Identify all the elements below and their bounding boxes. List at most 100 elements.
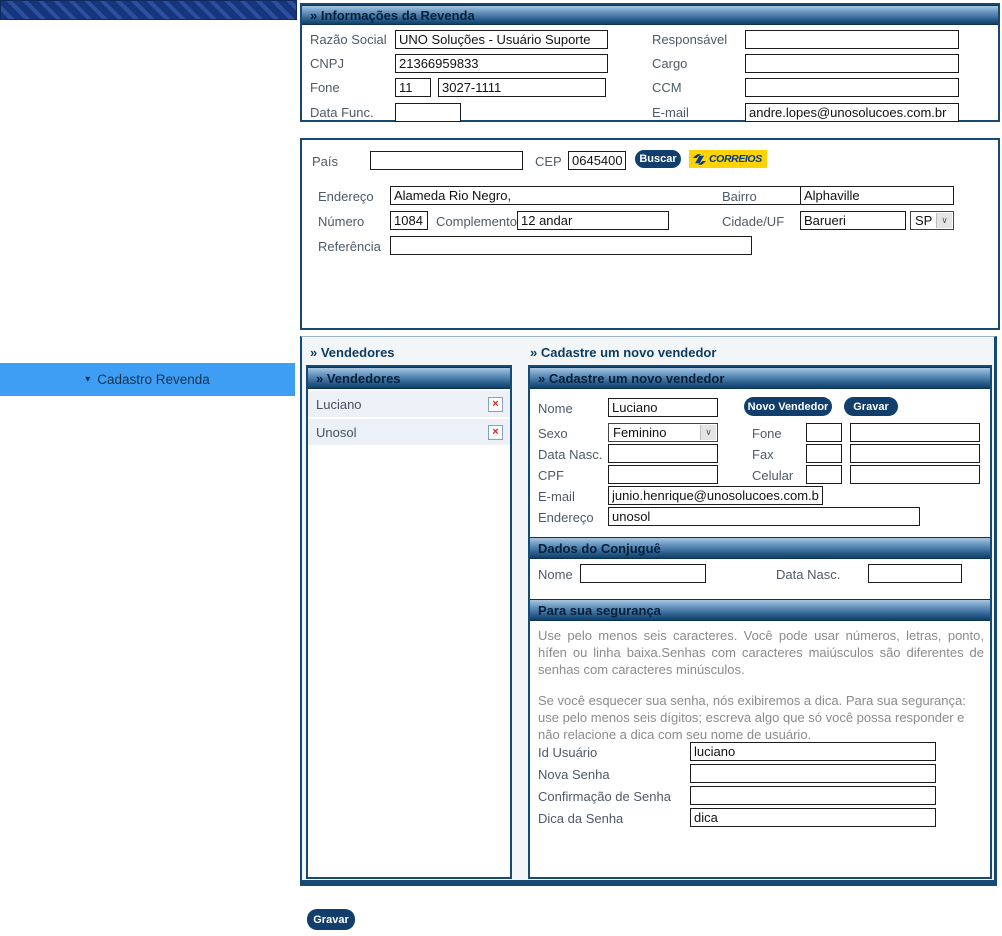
gravar-button[interactable]: Gravar: [307, 909, 355, 930]
conjuge-header: Dados do Conjuguê: [530, 537, 990, 559]
data-func-label: Data Func.: [310, 105, 374, 120]
delete-vendedor-icon[interactable]: ×: [488, 424, 503, 440]
sexo-label: Sexo: [538, 426, 568, 441]
endereco-input[interactable]: [390, 186, 814, 205]
cnpj-label: CNPJ: [310, 56, 344, 71]
data-nasc-input[interactable]: [608, 444, 718, 463]
id-usuario-input[interactable]: [690, 742, 936, 761]
dica-senha-input[interactable]: [690, 808, 936, 827]
fone-vendedor-numero-input[interactable]: [850, 423, 980, 442]
uf-select-value: SP: [915, 213, 933, 228]
fone-ddd-input[interactable]: [395, 78, 431, 97]
conjuge-nome-input[interactable]: [580, 564, 706, 583]
fone-numero-input[interactable]: [438, 78, 606, 97]
bairro-input[interactable]: [800, 186, 954, 205]
conjuge-title: Dados do Conjuguê: [538, 541, 661, 556]
pais-input[interactable]: [370, 151, 523, 170]
panel-title: » Informações da Revenda: [310, 8, 475, 23]
fone-vendedor-label: Fone: [752, 426, 782, 441]
referencia-label: Referência: [318, 239, 381, 254]
gravar-vendedor-button[interactable]: Gravar: [844, 397, 898, 416]
id-usuario-label: Id Usuário: [538, 745, 598, 760]
vendedores-list: Luciano × Unosol ×: [308, 391, 510, 447]
correios-logo-text: CORREIOS: [709, 153, 762, 165]
razao-social-label: Razão Social: [310, 32, 387, 47]
data-nasc-label: Data Nasc.: [538, 447, 603, 462]
numero-input[interactable]: [390, 211, 428, 230]
ccm-input[interactable]: [745, 78, 959, 97]
cpf-label: CPF: [538, 468, 564, 483]
razao-social-input[interactable]: [395, 30, 608, 49]
email-vendedor-input[interactable]: [608, 486, 823, 505]
correios-emblem-icon: [692, 153, 707, 165]
cadastro-panel-header: » Cadastre um novo vendedor: [530, 367, 990, 389]
nova-senha-input[interactable]: [690, 764, 936, 783]
celular-ddd-input[interactable]: [806, 465, 842, 484]
correios-logo: CORREIOS: [689, 150, 767, 168]
sexo-select-value: Feminino: [613, 425, 667, 440]
pais-label: País: [312, 154, 339, 169]
uf-select[interactable]: SP ∨: [910, 211, 954, 230]
numero-label: Número: [318, 214, 365, 229]
panel-cadastro-vendedor: » Cadastre um novo vendedor Nome Novo Ve…: [528, 365, 992, 879]
email-input[interactable]: [745, 103, 959, 122]
cep-input[interactable]: [568, 151, 626, 170]
panel-informacoes-header: » Informações da Revenda: [302, 5, 998, 25]
chevron-down-icon: ∨: [936, 213, 952, 228]
delete-vendedor-icon[interactable]: ×: [488, 396, 503, 412]
sexo-select[interactable]: Feminino ∨: [608, 423, 718, 442]
sidebar-item-cadastro-revenda[interactable]: ▾ Cadastro Revenda: [0, 363, 295, 396]
cidade-uf-label: Cidade/UF: [722, 214, 785, 229]
celular-numero-input[interactable]: [850, 465, 980, 484]
novo-vendedor-button[interactable]: Novo Vendedor: [744, 397, 832, 416]
complemento-label: Complemento: [436, 214, 517, 229]
fax-label: Fax: [752, 447, 774, 462]
responsavel-input[interactable]: [745, 30, 959, 49]
fax-ddd-input[interactable]: [806, 444, 842, 463]
data-func-input[interactable]: [395, 103, 461, 122]
referencia-input[interactable]: [390, 236, 752, 255]
panel-informacoes-revenda: » Informações da Revenda Razão Social CN…: [300, 3, 1000, 122]
cpf-input[interactable]: [608, 465, 718, 484]
cidade-input[interactable]: [800, 211, 906, 230]
vendedores-section-title: » Vendedores: [310, 345, 395, 360]
email-vendedor-label: E-mail: [538, 489, 575, 504]
list-item-vendedor[interactable]: Luciano ×: [308, 391, 510, 417]
vendedor-name: Luciano: [316, 396, 362, 412]
confirmacao-senha-input[interactable]: [690, 786, 936, 805]
seguranca-header: Para sua segurança: [530, 599, 990, 621]
celular-label: Celular: [752, 468, 794, 483]
complemento-input[interactable]: [517, 211, 669, 230]
nome-input[interactable]: [608, 398, 718, 417]
endereco-vendedor-label: Endereço: [538, 510, 594, 525]
cargo-label: Cargo: [652, 56, 688, 71]
panel-endereco: País CEP Buscar CORREIOS Endereço Bairro…: [300, 138, 1000, 330]
conjuge-data-nasc-input[interactable]: [868, 564, 962, 583]
list-item-vendedor[interactable]: Unosol ×: [308, 419, 510, 445]
fone-label: Fone: [310, 80, 340, 95]
seguranca-paragraph-1: Use pelo menos seis caracteres. Você pod…: [538, 628, 984, 677]
cargo-input[interactable]: [745, 54, 959, 73]
section-vendedores-container: » Vendedores » Cadastre um novo vendedor…: [300, 336, 997, 886]
email-label: E-mail: [652, 105, 689, 120]
cep-label: CEP: [535, 154, 562, 169]
vendedores-panel-header: » Vendedores: [308, 367, 510, 389]
top-striped-bar: [0, 0, 297, 20]
seguranca-paragraph-2: Se você esquecer sua senha, nós exibirem…: [538, 693, 966, 742]
cadastro-panel-title: » Cadastre um novo vendedor: [538, 371, 725, 386]
confirmacao-senha-label: Confirmação de Senha: [538, 789, 671, 804]
conjuge-nome-label: Nome: [538, 567, 573, 582]
vendedor-name: Unosol: [316, 424, 357, 440]
cnpj-input[interactable]: [395, 54, 608, 73]
sidebar-item-label: Cadastro Revenda: [97, 372, 210, 387]
endereco-label: Endereço: [318, 189, 374, 204]
buscar-button[interactable]: Buscar: [635, 150, 681, 168]
ccm-label: CCM: [652, 80, 682, 95]
fax-numero-input[interactable]: [850, 444, 980, 463]
fone-vendedor-ddd-input[interactable]: [806, 423, 842, 442]
vendedores-panel-title: » Vendedores: [316, 371, 401, 386]
nova-senha-label: Nova Senha: [538, 767, 610, 782]
cadastro-section-title: » Cadastre um novo vendedor: [530, 345, 717, 360]
endereco-vendedor-input[interactable]: [608, 507, 920, 526]
